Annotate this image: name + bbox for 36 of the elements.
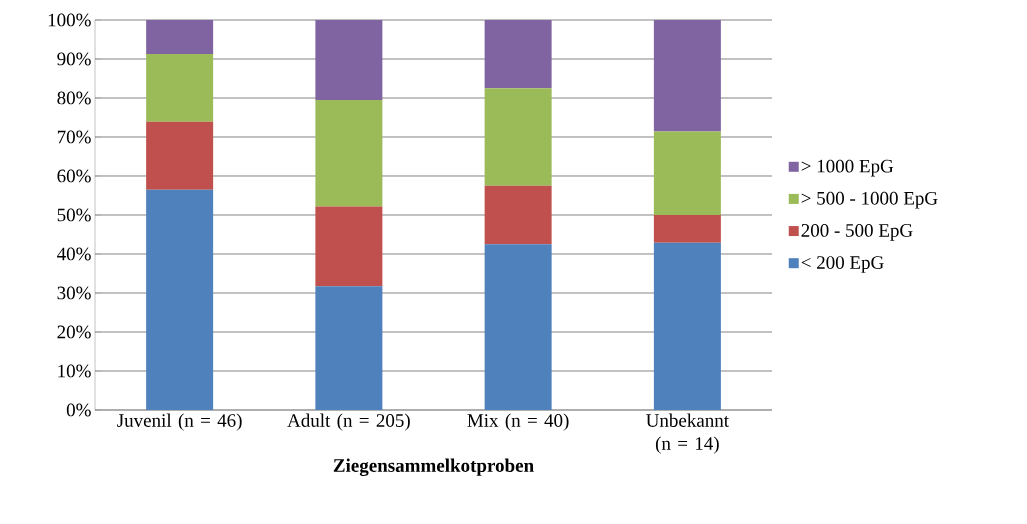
y-tick-label: 10% <box>58 364 91 378</box>
bar <box>653 19 721 132</box>
y-tick-label: 40% <box>57 247 91 261</box>
bar <box>484 19 552 89</box>
bar <box>146 19 214 54</box>
x-tick-label: Mix (n = 40) <box>467 413 569 431</box>
bar <box>315 99 383 207</box>
y-tick-label: 30% <box>57 286 91 300</box>
y-tick-label: 70% <box>57 130 91 144</box>
y-tick-label: 80% <box>57 91 91 105</box>
legend-label: < 200 EpG <box>801 256 884 273</box>
bar <box>146 121 214 190</box>
x-tick-label: Adult (n = 205) <box>287 413 410 431</box>
bar <box>146 53 214 122</box>
y-tick-label: 90% <box>57 52 91 66</box>
bar <box>484 185 552 245</box>
bar <box>484 88 552 186</box>
x-tick-label: Juvenil (n = 46) <box>117 413 242 431</box>
y-tick-label: 20% <box>57 325 91 339</box>
bar <box>653 131 721 215</box>
bar <box>315 19 383 100</box>
bar <box>315 286 383 410</box>
legend-label: > 500 - 1000 EpG <box>801 191 938 209</box>
legend-label: 200 - 500 EpG <box>801 224 913 241</box>
y-tick-label: 60% <box>57 169 91 183</box>
bar <box>484 244 552 410</box>
bar <box>653 214 721 243</box>
y-tick-label: 100% <box>48 13 91 27</box>
x-tick-label: Unbekannt (n = 14) <box>646 413 729 454</box>
bar <box>653 242 721 410</box>
y-tick-label: 50% <box>57 208 91 222</box>
y-tick-label: 0% <box>66 403 91 417</box>
bar <box>146 189 214 410</box>
bar <box>315 206 383 287</box>
x-axis-title: Ziegensammelkotproben <box>333 458 534 476</box>
legend-label: > 1000 EpG <box>801 159 894 177</box>
